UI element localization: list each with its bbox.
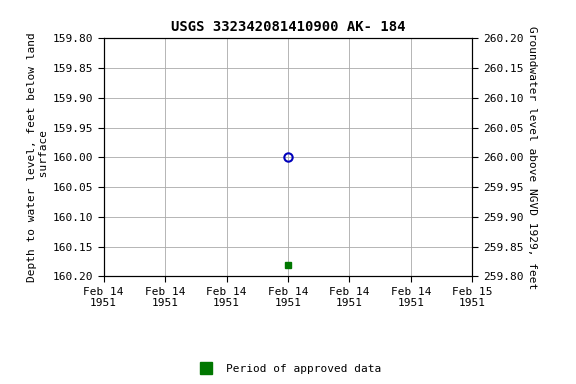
Legend: Period of approved data: Period of approved data [191, 359, 385, 379]
Y-axis label: Groundwater level above NGVD 1929, feet: Groundwater level above NGVD 1929, feet [528, 26, 537, 289]
Title: USGS 332342081410900 AK- 184: USGS 332342081410900 AK- 184 [170, 20, 406, 35]
Y-axis label: Depth to water level, feet below land
 surface: Depth to water level, feet below land su… [27, 33, 48, 282]
